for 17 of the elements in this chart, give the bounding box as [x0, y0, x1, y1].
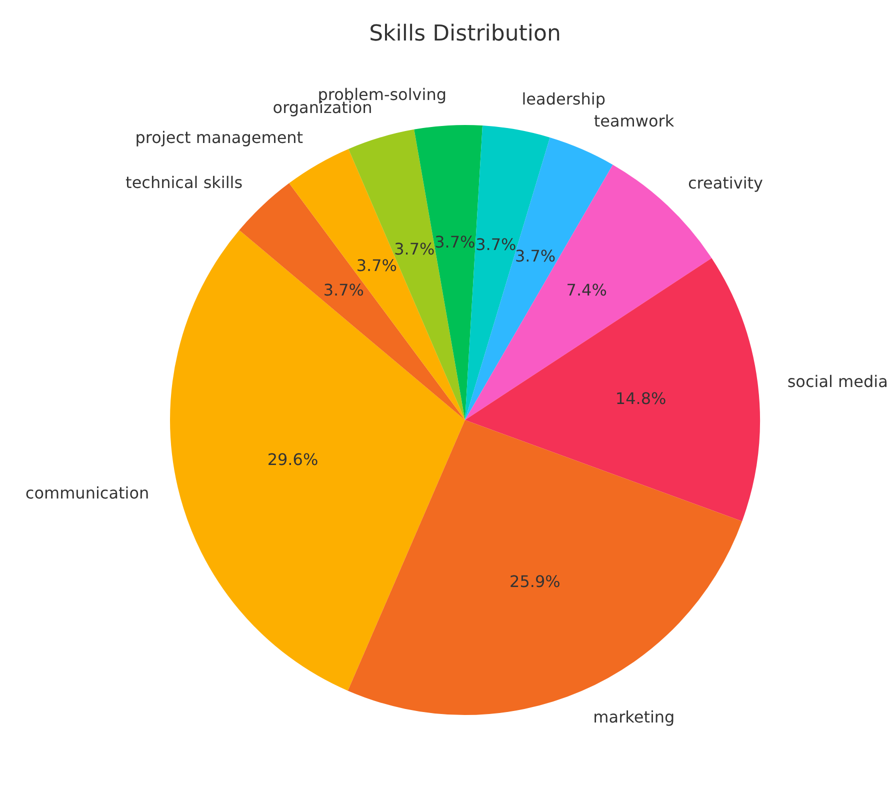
- data-label: 3.7%: [514, 246, 556, 266]
- data-label: 25.9%: [510, 572, 560, 591]
- slice-label: technical skills: [126, 172, 243, 192]
- data-label: 3.7%: [476, 234, 516, 254]
- slice-label: creativity: [688, 173, 764, 192]
- data-label: 3.7%: [323, 280, 364, 300]
- slice-label: social media: [787, 372, 888, 391]
- slice-label: project management: [135, 128, 304, 147]
- chart-title: Skills Distribution: [369, 22, 561, 47]
- slice-label: marketing: [593, 707, 675, 726]
- data-label: 14.8%: [615, 388, 666, 408]
- slice-label: teamwork: [594, 111, 675, 130]
- slice-label: leadership: [522, 90, 606, 109]
- slice-label: communication: [25, 484, 150, 503]
- data-label: 29.6%: [267, 450, 318, 469]
- data-label: 7.4%: [566, 280, 607, 300]
- data-label: 3.7%: [434, 232, 476, 252]
